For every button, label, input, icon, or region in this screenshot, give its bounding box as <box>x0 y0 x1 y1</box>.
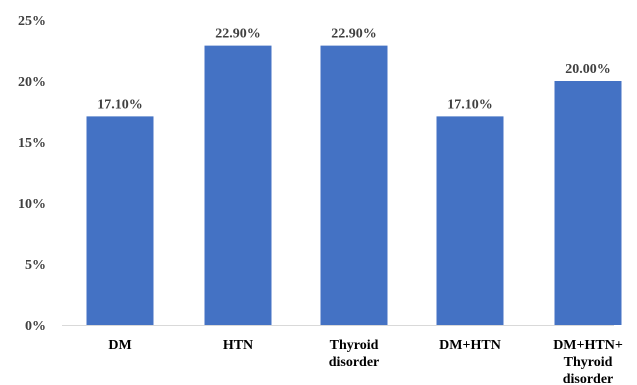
data-label: 22.90% <box>215 27 261 42</box>
category-label: DM+HTN <box>439 338 501 353</box>
category-label: HTN <box>223 338 253 353</box>
y-tick-label: 15% <box>18 136 46 151</box>
y-tick-label: 25% <box>18 14 46 29</box>
data-label: 22.90% <box>331 27 377 42</box>
bar <box>436 116 504 325</box>
data-label: 20.00% <box>565 62 611 77</box>
category-label-line: Thyroid <box>564 355 613 370</box>
bars <box>86 45 622 326</box>
category-label-line: DM+HTN <box>439 338 501 353</box>
data-label: 17.10% <box>97 97 143 112</box>
category-label-line: HTN <box>223 338 253 353</box>
bar <box>320 45 388 326</box>
category-label-line: disorder <box>563 372 614 385</box>
category-label-line: DM <box>108 338 131 353</box>
category-label-line: disorder <box>329 355 380 370</box>
y-tick-label: 0% <box>25 319 46 334</box>
category-label-line: DM+HTN+ <box>553 338 623 353</box>
data-labels: 17.10% 22.90% 22.90% 17.10% 20.00% <box>97 27 611 113</box>
y-tick-label: 5% <box>25 258 46 273</box>
bar <box>554 81 622 325</box>
y-tick-label: 20% <box>18 75 46 90</box>
category-label: DM <box>108 338 131 353</box>
category-label: DM+HTN+ Thyroid disorder <box>553 338 623 385</box>
category-labels: DM HTN Thyroid disorder DM+HTN DM+HTN+ Thyroid… <box>108 338 622 385</box>
y-tick-label: 10% <box>18 197 46 212</box>
data-label: 17.10% <box>447 97 493 112</box>
y-axis-ticks: 0% 5% 10% 15% 20% 25% <box>18 14 46 334</box>
category-label: Thyroid disorder <box>329 338 380 370</box>
bar <box>86 116 154 325</box>
bar <box>204 45 272 326</box>
category-label-line: Thyroid <box>330 338 379 353</box>
